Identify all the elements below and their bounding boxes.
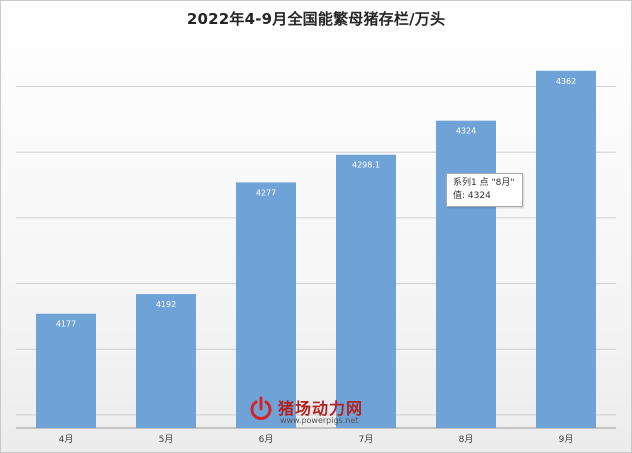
watermark: 猪场动力网 www.powerpigs.net: [248, 394, 398, 428]
x-tick-labels: 4月 5月 6月 7月 8月 9月: [59, 434, 574, 445]
x-tick-label: 5月: [159, 434, 174, 445]
x-tick-label: 4月: [59, 434, 74, 445]
x-tick-label: 8月: [459, 434, 474, 445]
bar-4月[interactable]: [36, 313, 96, 428]
gridlines: [16, 86, 616, 429]
tooltip-series-point: 系列1 点 "8月": [453, 178, 515, 188]
data-labels: 4177 4192 4277 4298.1 4324 4362: [56, 77, 576, 329]
chart-title: 2022年4-9月全国能繁母猪存栏/万头: [186, 10, 446, 28]
bar-5月[interactable]: [136, 294, 196, 428]
tooltip-value: 值: 4324: [453, 191, 491, 201]
data-label: 4192: [156, 300, 176, 309]
power-logo-icon: [250, 396, 272, 420]
bar-7月[interactable]: [336, 154, 396, 429]
bar-8月[interactable]: [436, 120, 496, 429]
bars: [36, 70, 596, 429]
bar-6月[interactable]: [236, 182, 296, 428]
data-label: 4362: [556, 77, 576, 86]
data-label: 4277: [256, 188, 276, 197]
data-label: 4324: [456, 127, 476, 136]
x-tick-label: 7月: [359, 434, 374, 445]
data-label: 4298.1: [352, 161, 380, 170]
x-tick-label: 9月: [559, 434, 574, 445]
x-tick-label: 6月: [259, 434, 274, 445]
data-label: 4177: [56, 320, 76, 329]
watermark-url: www.powerpigs.net: [280, 416, 359, 425]
data-point-tooltip: 系列1 点 "8月" 值: 4324: [446, 173, 523, 207]
bar-9月[interactable]: [536, 70, 596, 429]
watermark-brand: 猪场动力网: [278, 399, 364, 418]
